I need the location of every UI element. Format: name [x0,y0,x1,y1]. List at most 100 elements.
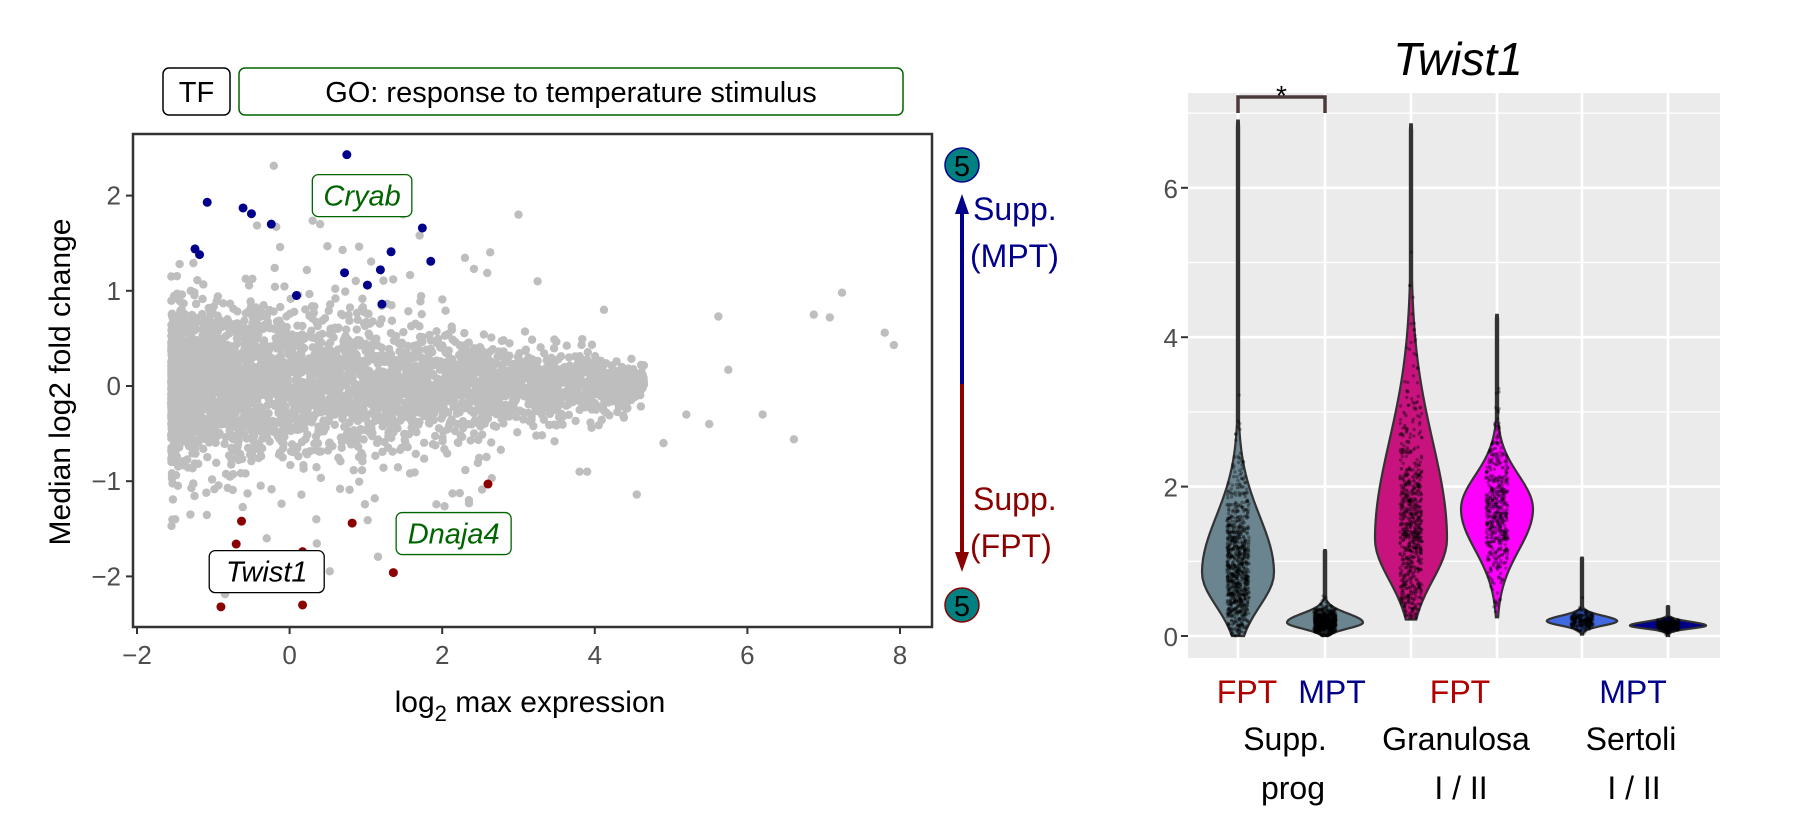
gene-point-up [375,265,385,275]
cell-point [1233,522,1237,527]
gene-point [357,304,367,314]
cell-point [1247,570,1251,574]
gene-point [326,324,335,334]
gene-point [209,400,218,410]
cell-point [1236,478,1240,483]
gene-point [309,395,318,404]
gene-point [183,463,193,472]
cell-point [1225,545,1230,550]
gene-point [270,263,279,273]
gene-point [252,417,261,426]
gene-point-outlier [758,410,767,419]
gene-point [185,378,195,388]
gene-point [460,375,470,385]
gene-point [267,399,277,409]
gene-point [198,294,207,304]
gene-point [215,374,225,384]
cell-point [1242,551,1246,555]
gene-point [196,395,206,405]
gene-point [312,539,322,548]
cell-point [1226,511,1231,516]
gene-point [312,317,321,327]
gene-point-up [426,256,436,266]
gene-point [396,445,405,455]
cell-point [1226,592,1231,596]
gene-point [213,292,223,301]
gene-point [262,391,272,400]
cell-point [1242,528,1247,532]
gene-point [342,391,352,400]
gene-point [451,402,460,411]
gene-point [383,443,393,452]
gene-point [366,257,376,266]
gene-point [450,426,460,436]
cell-point [1241,592,1246,597]
violin-title: Twist1 [1393,33,1523,85]
gene-point-outlier [575,467,584,476]
cell-point [1232,474,1236,479]
cell-point [1243,481,1247,485]
gene-point [613,388,622,397]
cell-point [1236,563,1240,567]
gene-point-up [266,219,276,229]
cell-point [1233,490,1237,495]
cell-point [1241,535,1246,540]
gene-point [273,417,283,426]
gene-point [432,500,441,509]
gene-point [323,446,333,455]
gene-point [233,319,242,328]
cell-point [1241,566,1246,570]
gene-point [192,338,201,347]
cell-point [1245,601,1249,605]
gene-point [346,440,356,449]
gene-point [189,258,198,268]
cell-point [1230,483,1235,487]
gene-point-up [202,197,212,207]
gene-point [441,306,450,315]
gene-point [337,379,346,389]
up-label-line2: (MPT) [970,238,1059,274]
gene-point [601,359,611,368]
gene-point [497,366,506,375]
cell-point [1238,521,1243,526]
gene-point [419,438,429,447]
gene-point [430,431,440,441]
gene-point [191,449,200,458]
cell-point [1226,623,1231,627]
gene-point-up [246,209,256,219]
gene-point-outlier [599,305,609,315]
gene-point [401,378,410,387]
gene-point-up [291,291,301,301]
up-count-text: 5 [954,151,970,183]
gene-point [471,368,480,378]
gene-point [293,425,302,435]
gene-point [462,383,472,392]
gene-point [316,473,326,483]
gene-point [464,364,473,373]
gene-point [388,275,398,284]
gene-point [412,427,421,437]
cell-point [1246,561,1251,565]
cell-point [1236,419,1240,423]
cell-point [1237,525,1242,529]
gene-point [537,394,546,403]
gene-point [174,315,183,324]
gene-point [418,337,427,347]
gene-point [343,339,353,349]
gene-point [527,335,537,344]
gene-point [360,372,370,382]
gene-point [270,341,279,350]
cell-point [1233,557,1237,561]
cell-point [1239,601,1243,605]
gene-point [276,302,285,312]
gene-point [494,407,503,416]
gene-point [294,452,303,461]
gene-point [526,416,536,426]
cell-point [1234,438,1238,442]
gene-point [405,469,415,478]
gene-point-outlier [186,510,195,519]
gene-point [533,378,543,388]
gene-point [313,439,323,448]
cell-point [1235,559,1240,564]
